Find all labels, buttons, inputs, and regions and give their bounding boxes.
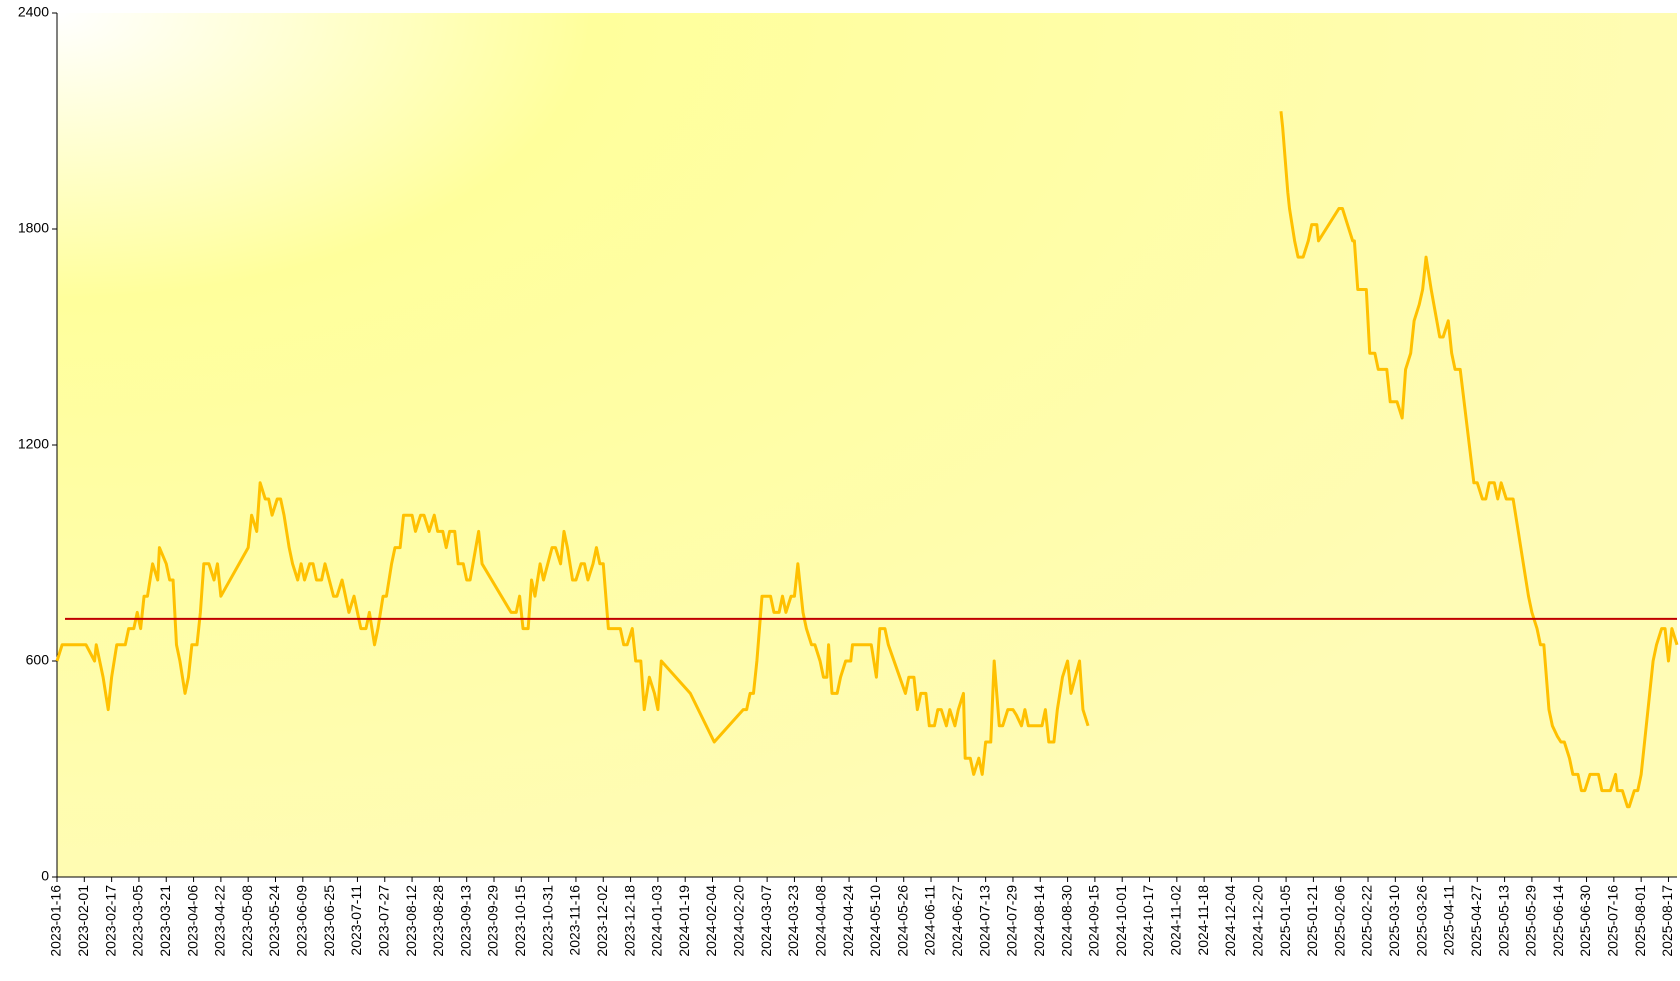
x-tick-label: 2023-04-22 bbox=[212, 885, 228, 957]
x-tick-label: 2024-06-27 bbox=[949, 885, 965, 957]
x-tick-label: 2023-02-17 bbox=[102, 885, 118, 957]
x-tick-label: 2024-02-04 bbox=[703, 885, 719, 957]
x-tick-label: 2024-01-19 bbox=[676, 885, 692, 957]
x-tick-label: 2024-06-11 bbox=[922, 885, 938, 956]
x-tick-label: 2024-03-07 bbox=[758, 885, 774, 957]
x-tick-label: 2025-03-10 bbox=[1386, 885, 1402, 957]
y-tick-label: 600 bbox=[26, 652, 50, 668]
x-tick-label: 2024-08-30 bbox=[1058, 885, 1074, 957]
x-tick-label: 2025-06-14 bbox=[1550, 885, 1566, 957]
x-tick-label: 2025-02-06 bbox=[1331, 885, 1347, 957]
x-tick-label: 2023-08-28 bbox=[430, 885, 446, 957]
x-tick-label: 2025-07-16 bbox=[1605, 885, 1621, 957]
x-tick-label: 2023-03-05 bbox=[130, 885, 146, 957]
y-tick-label: 1800 bbox=[18, 220, 49, 236]
x-tick-label: 2024-11-18 bbox=[1195, 885, 1211, 956]
x-tick-label: 2023-05-24 bbox=[266, 885, 282, 957]
x-tick-label: 2025-02-22 bbox=[1359, 885, 1375, 957]
x-tick-label: 2025-04-27 bbox=[1468, 885, 1484, 957]
x-tick-label: 2025-01-05 bbox=[1277, 885, 1293, 957]
x-tick-label: 2023-11-16 bbox=[567, 885, 583, 956]
x-tick-label: 2023-06-25 bbox=[321, 885, 337, 957]
x-tick-label: 2024-08-14 bbox=[1031, 885, 1047, 957]
x-tick-label: 2024-02-20 bbox=[731, 885, 747, 957]
x-tick-label: 2023-10-31 bbox=[539, 885, 555, 957]
x-tick-label: 2023-05-08 bbox=[239, 885, 255, 957]
x-tick-label: 2025-06-30 bbox=[1577, 885, 1593, 957]
x-tick-label: 2023-07-11 bbox=[348, 885, 364, 956]
x-tick-label: 2023-03-21 bbox=[157, 885, 173, 957]
x-tick-label: 2024-11-02 bbox=[1168, 885, 1184, 956]
x-tick-label: 2023-08-12 bbox=[403, 885, 419, 957]
data-line bbox=[55, 111, 1679, 809]
x-tick-label: 2025-05-13 bbox=[1495, 885, 1511, 957]
x-tick-label: 2024-04-08 bbox=[812, 885, 828, 957]
x-tick-label: 2024-01-03 bbox=[649, 885, 665, 957]
x-tick-label: 2025-01-21 bbox=[1304, 885, 1320, 957]
x-tick-label: 2023-09-29 bbox=[485, 885, 501, 957]
x-tick-label: 2023-02-01 bbox=[75, 885, 91, 957]
x-tick-label: 2023-01-16 bbox=[48, 885, 64, 957]
x-tick-label: 2023-09-13 bbox=[457, 885, 473, 957]
x-tick-label: 2024-03-23 bbox=[785, 885, 801, 957]
x-tick-label: 2023-12-18 bbox=[621, 885, 637, 957]
x-tick-label: 2023-07-27 bbox=[375, 885, 391, 957]
y-tick-label: 2400 bbox=[18, 4, 49, 20]
x-tick-label: 2023-06-09 bbox=[294, 885, 310, 957]
x-tick-label: 2023-10-15 bbox=[512, 885, 528, 957]
x-tick-label: 2025-03-26 bbox=[1413, 885, 1429, 957]
plot-background bbox=[57, 13, 1677, 877]
x-tick-label: 2024-05-10 bbox=[867, 885, 883, 957]
y-tick-label: 0 bbox=[41, 868, 49, 884]
y-tick-label: 1200 bbox=[18, 436, 49, 452]
x-tick-label: 2023-12-02 bbox=[594, 885, 610, 957]
x-tick-label: 2025-08-01 bbox=[1632, 885, 1648, 957]
x-tick-label: 2025-08-17 bbox=[1659, 885, 1675, 957]
x-tick-label: 2024-05-26 bbox=[894, 885, 910, 957]
x-tick-label: 2024-04-24 bbox=[840, 885, 856, 957]
x-tick-label: 2024-07-29 bbox=[1004, 885, 1020, 957]
x-tick-label: 2024-12-20 bbox=[1249, 885, 1265, 957]
x-tick-label: 2024-12-04 bbox=[1222, 885, 1238, 957]
x-tick-label: 2025-05-29 bbox=[1523, 885, 1539, 957]
x-tick-label: 2024-10-01 bbox=[1113, 885, 1129, 957]
x-tick-label: 2025-04-11 bbox=[1441, 885, 1457, 956]
x-tick-label: 2024-10-17 bbox=[1140, 885, 1156, 957]
x-tick-label: 2024-07-13 bbox=[976, 885, 992, 957]
x-tick-label: 2023-04-06 bbox=[184, 885, 200, 957]
x-tick-label: 2024-09-15 bbox=[1086, 885, 1102, 957]
